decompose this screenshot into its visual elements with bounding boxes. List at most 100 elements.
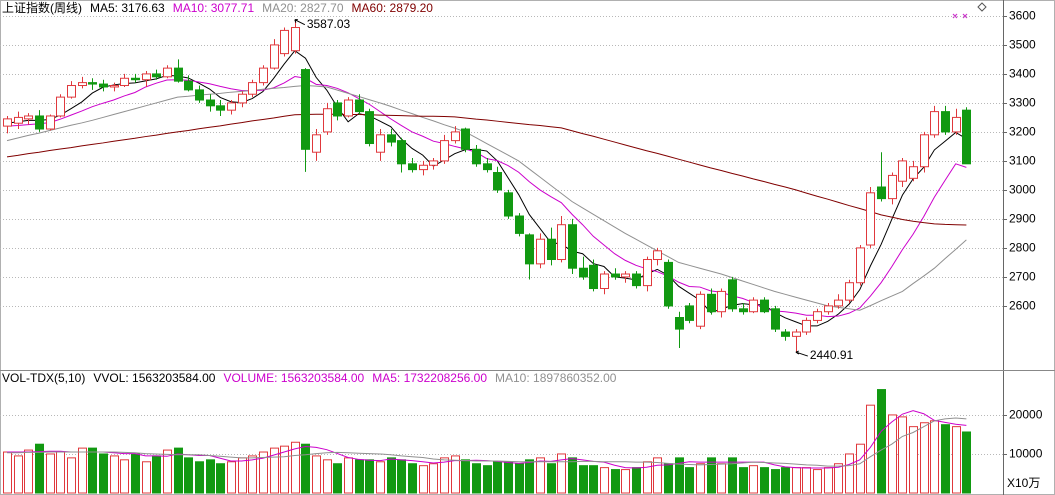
candle-body <box>216 105 225 111</box>
legend-entry: MA10: 1897860352.00 <box>495 371 617 385</box>
volume-bar <box>291 441 300 494</box>
volume-bar <box>792 467 801 494</box>
volume-bar <box>195 461 204 494</box>
volume-bar <box>184 457 193 494</box>
candle-body <box>67 85 76 98</box>
ma-line <box>7 76 967 318</box>
candle-body <box>387 134 396 143</box>
candle-body <box>120 77 129 87</box>
volume-bar <box>227 461 236 494</box>
volume-bar <box>866 404 875 494</box>
volume-bar <box>707 457 716 494</box>
candle-body <box>813 311 822 321</box>
candle-body <box>696 293 705 327</box>
candle-body <box>600 273 609 290</box>
candle-body <box>99 83 108 88</box>
volume-bar <box>483 465 492 494</box>
volume-bar <box>312 455 321 494</box>
candle-body <box>259 67 268 84</box>
candle-body <box>834 299 843 307</box>
candle-body <box>547 238 556 261</box>
volume-bar <box>174 447 183 494</box>
volume-bar <box>419 465 428 494</box>
legend-entry: VOL-TDX(5,10) <box>2 371 85 385</box>
volume-bar <box>472 463 481 494</box>
volume-bar <box>78 447 87 494</box>
volume-bar <box>152 455 161 494</box>
volume-bar <box>696 463 705 494</box>
candle-body <box>46 115 55 130</box>
candle-body <box>898 160 907 182</box>
candle-body <box>493 172 502 191</box>
candle-body <box>312 134 321 153</box>
candle-body <box>376 134 385 153</box>
volume-bar <box>664 463 673 494</box>
legend-entry: MA10: 3077.71 <box>173 1 255 15</box>
candle-body <box>227 102 236 111</box>
volume-bar <box>163 449 172 494</box>
volume-bar <box>802 467 811 494</box>
candle-body <box>707 293 716 313</box>
volume-bar <box>856 443 865 494</box>
candle-body <box>781 331 790 337</box>
candle-body <box>195 89 204 101</box>
volume-bar <box>451 455 460 494</box>
volume-bar <box>259 451 268 494</box>
candle-body <box>163 67 172 78</box>
candle-body <box>280 29 289 55</box>
candle-body <box>909 166 918 179</box>
candle-body <box>866 192 875 246</box>
volume-bar <box>557 453 566 494</box>
candle-body <box>579 267 588 278</box>
diamond-icon[interactable] <box>977 2 987 12</box>
candle-body <box>301 69 310 150</box>
volume-bar <box>781 467 790 494</box>
candle-body <box>152 73 161 78</box>
candle-body <box>664 261 673 307</box>
volume-bar <box>824 467 833 494</box>
candle-body <box>760 299 769 313</box>
candle-body <box>248 82 257 95</box>
volume-bar <box>898 416 907 494</box>
candle-body <box>344 99 353 117</box>
candle-body <box>675 317 684 330</box>
candle-body <box>504 192 513 217</box>
volume-bar <box>547 463 556 494</box>
candle-body <box>824 305 833 313</box>
volume-bar <box>621 469 630 494</box>
candle-body <box>845 282 854 301</box>
y-tick-label: 2700 <box>1009 270 1036 284</box>
volume-bar <box>3 451 12 494</box>
volume-bar <box>611 469 620 494</box>
volume-bar <box>739 467 748 494</box>
volume-bar <box>813 469 822 494</box>
candle-body <box>88 82 97 85</box>
candle-body <box>174 67 183 82</box>
candle-body <box>408 163 417 171</box>
candle-body <box>653 250 662 261</box>
candle-body <box>291 27 300 52</box>
volume-bar <box>888 414 897 494</box>
candle-body <box>3 118 12 127</box>
candle-body <box>355 99 364 113</box>
y-tick-label: 3400 <box>1009 67 1036 81</box>
legend-entry: MA5: 3176.63 <box>90 1 165 15</box>
volume-bar <box>930 420 939 494</box>
y-tick-label: 3300 <box>1009 96 1036 110</box>
volume-bar <box>461 459 470 494</box>
volume-bar <box>429 463 438 494</box>
legend-entry: VVOL: 1563203584.00 <box>93 371 215 385</box>
volume-bar <box>216 463 225 494</box>
y-tick-label: 3200 <box>1009 125 1036 139</box>
candle-body <box>270 44 279 69</box>
volume-bar <box>909 426 918 494</box>
volume-bar <box>99 453 108 494</box>
candle-body <box>419 164 428 171</box>
volume-bar <box>238 457 247 494</box>
annotation-arrow <box>795 350 808 357</box>
unit-label: X10万 <box>1007 476 1040 490</box>
candle-body <box>962 109 971 165</box>
volume-bar <box>589 465 598 494</box>
ma-line <box>6 113 967 226</box>
